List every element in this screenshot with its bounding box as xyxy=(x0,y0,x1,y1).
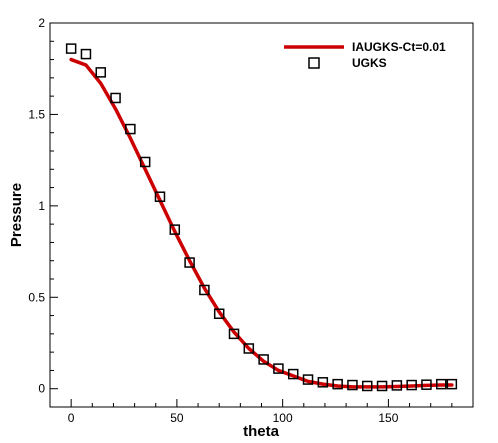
ugks-point xyxy=(446,378,458,390)
ugks-point xyxy=(95,67,107,78)
ugks-point xyxy=(213,308,225,319)
ugks-point xyxy=(406,379,417,391)
ugks-point xyxy=(287,368,299,380)
ugks-point xyxy=(258,354,269,365)
ugks-point xyxy=(302,374,314,385)
line-layer xyxy=(69,57,454,389)
ugks-point xyxy=(332,378,343,390)
ugks-point xyxy=(80,48,92,60)
ugks-point xyxy=(125,123,136,135)
y-tick-label: 0.5 xyxy=(28,290,45,304)
y-tick-label: 1.5 xyxy=(28,107,45,121)
ugks-point xyxy=(347,379,358,391)
y-tick-label: 2 xyxy=(38,16,45,30)
ugks-point xyxy=(139,156,151,168)
legend-label-iaugks: IAUGKS-Ct=0.01 xyxy=(352,40,446,54)
y-tick-label: 0 xyxy=(38,382,45,396)
ugks-point xyxy=(154,191,166,202)
ugks-point xyxy=(199,284,210,296)
ugks-point xyxy=(184,257,195,268)
ugks-point xyxy=(243,343,255,354)
x-tick-label: 0 xyxy=(68,411,75,425)
ugks-point xyxy=(376,380,388,392)
ugks-point xyxy=(273,363,284,374)
ugks-point xyxy=(228,328,240,340)
x-tick-label: 100 xyxy=(273,411,293,425)
plot-frame xyxy=(49,22,474,408)
legend: IAUGKS-Ct=0.01 UGKS xyxy=(284,40,446,70)
x-tick-label: 150 xyxy=(378,411,398,425)
ugks-point xyxy=(317,377,329,388)
marker-layer xyxy=(65,43,458,392)
y-tick-label: 1 xyxy=(38,199,45,213)
series-line-iaugks xyxy=(69,57,454,389)
x-tick-label: 50 xyxy=(170,411,184,425)
ugks-point xyxy=(169,224,181,235)
ugks-point xyxy=(65,43,77,54)
ugks-point xyxy=(110,92,121,104)
legend-label-ugks: UGKS xyxy=(352,56,387,70)
ugks-point xyxy=(391,380,403,391)
ugks-point xyxy=(362,380,373,392)
ugks-point xyxy=(421,379,432,390)
ticks-layer: 0 50 100 150 0 0.5 1 1.5 2 xyxy=(28,16,453,425)
legend-marker-swatch xyxy=(308,57,320,69)
x-axis-title: theta xyxy=(243,423,279,440)
ugks-point xyxy=(436,378,447,390)
y-axis-title: Pressure xyxy=(8,183,25,247)
